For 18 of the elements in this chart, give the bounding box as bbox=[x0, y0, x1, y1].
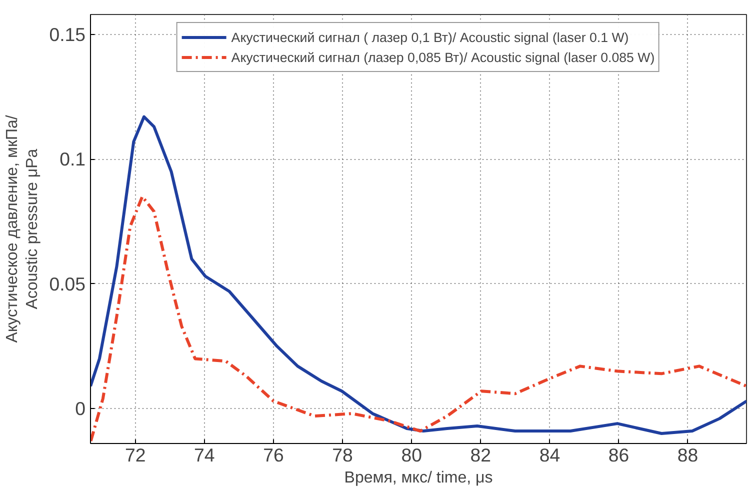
x-tick-label: 84 bbox=[539, 444, 560, 466]
legend-label: Акустический сигнал ( лазер 0,1 Вт)/ Acoustic signal (laser 0.1 W) bbox=[231, 30, 629, 44]
x-tick-label: 76 bbox=[263, 444, 284, 466]
legend-label: Акустический сигнал (лазер 0,085 Вт)/ Acoustic signal (laser 0.085 W) bbox=[231, 50, 655, 64]
y-tick-label: 0.15 bbox=[49, 24, 86, 45]
x-axis-title: Время, мкс/ time, μs bbox=[344, 470, 493, 486]
y-tick-label: 0 bbox=[75, 398, 86, 420]
line-series bbox=[90, 115, 746, 436]
x-tick-label: 82 bbox=[470, 444, 492, 466]
x-tick-label: 86 bbox=[608, 444, 630, 466]
y-axis-title: Акустическое давление, мкПа/ Acoustic pressure μPa bbox=[4, 114, 42, 343]
x-tick-label: 88 bbox=[677, 444, 698, 466]
x-tick-label: 74 bbox=[194, 444, 215, 466]
x-tick-label: 72 bbox=[125, 444, 146, 466]
y-tick-label: 0.05 bbox=[49, 273, 86, 294]
x-tick-label: 78 bbox=[332, 444, 353, 466]
x-tick-label: 80 bbox=[401, 444, 422, 466]
y-tick-label: 0.1 bbox=[60, 148, 86, 170]
